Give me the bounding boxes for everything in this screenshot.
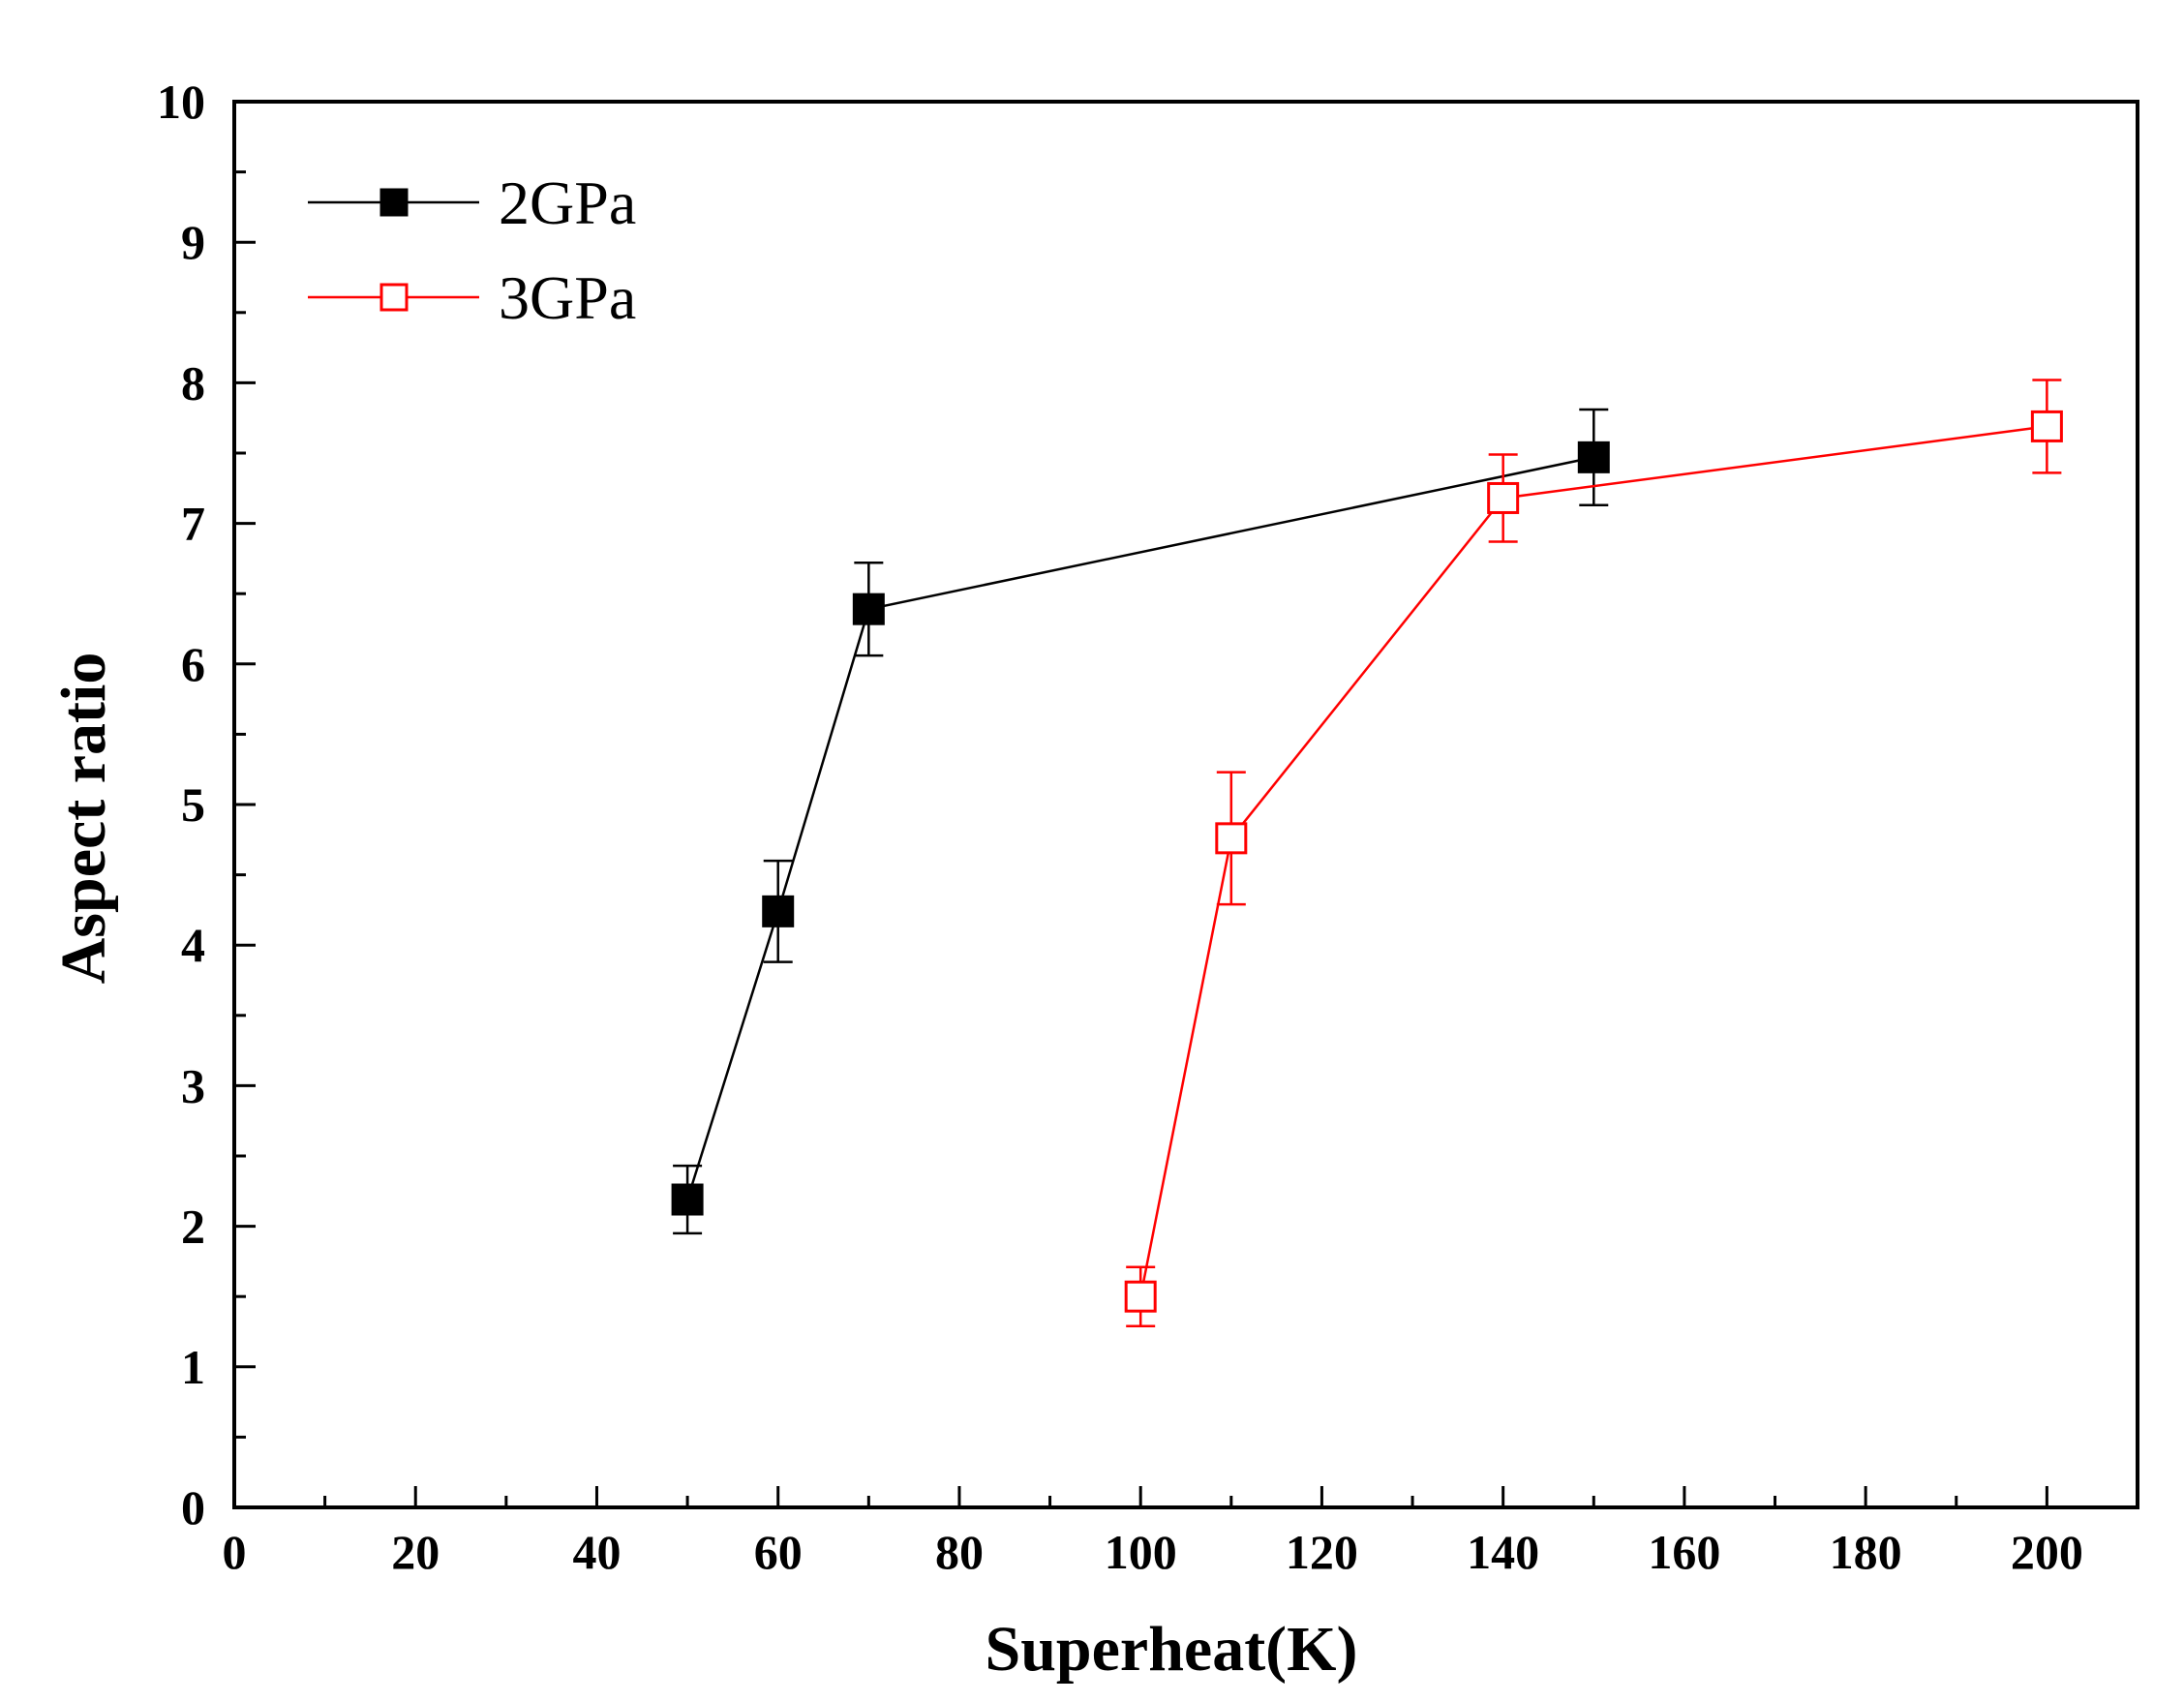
data-point [671,1183,704,1216]
plot-frame [232,100,2139,1509]
y-tick-label: 7 [181,497,205,551]
x-tick-label: 0 [223,1525,247,1579]
data-point [1215,822,1248,855]
x-tick-label: 100 [1105,1525,1177,1579]
legend-item: 3GPa [308,263,636,332]
x-tick-label: 180 [1830,1525,1902,1579]
y-tick-label: 8 [181,355,205,410]
y-tick-label: 9 [181,215,205,269]
series-layer [671,379,2063,1327]
tick-labels: 0 20 40 60 80 100 120 140 160 180 200 0 1 2 3 4 5 6 7 8 9 10 [157,75,2083,1579]
x-tick-label: 80 [935,1525,984,1579]
y-tick-label: 1 [181,1340,205,1394]
legend-marker [379,283,409,312]
x-tick-label: 140 [1467,1525,1539,1579]
legend: 2GPa 3GPa [308,168,636,332]
y-tick-label: 10 [157,75,205,129]
series-3GPa [1124,379,2063,1327]
y-tick-label: 5 [181,777,205,832]
y-tick-label: 6 [181,637,205,691]
data-point [1124,1280,1157,1313]
x-tick-label: 60 [754,1525,803,1579]
y-tick-label: 3 [181,1058,205,1112]
legend-item: 2GPa [308,168,636,237]
x-tick-label: 160 [1648,1525,1720,1579]
legend-marker [379,188,409,217]
x-tick-label: 200 [2011,1525,2083,1579]
data-point [1487,481,1520,514]
data-point [1577,441,1610,473]
series-line [685,456,1594,1201]
legend-label: 3GPa [499,263,636,332]
data-point [2030,410,2063,442]
series-2GPa [671,408,1610,1235]
x-tick-label: 40 [572,1525,621,1579]
x-tick-label: 20 [391,1525,440,1579]
x-tick-label: 120 [1286,1525,1358,1579]
data-point [762,895,795,927]
y-tick-label: 0 [181,1480,205,1535]
y-tick-label: 2 [181,1200,205,1254]
y-tick-label: 4 [181,918,205,972]
data-point [852,593,885,625]
legend-label: 2GPa [499,168,636,237]
y-axis-title: Aspect ratio [48,653,119,985]
x-axis-title: Superheat(K) [986,1614,1358,1685]
series-line [1138,425,2048,1297]
